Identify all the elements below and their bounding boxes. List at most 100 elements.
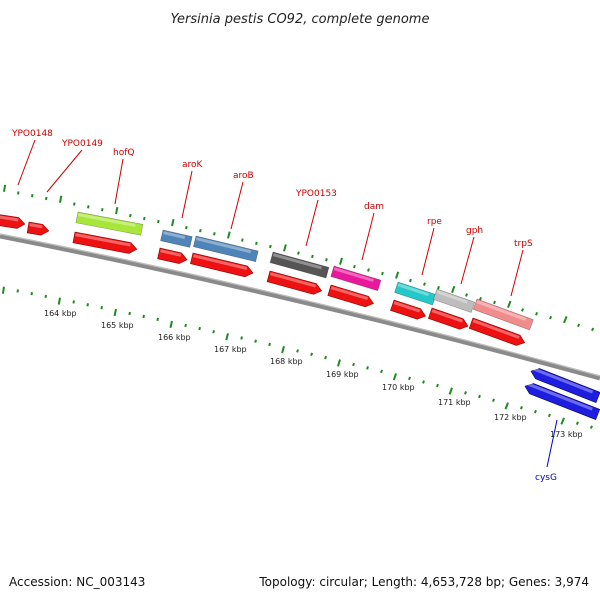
YPO0153-cds-feature: [266, 270, 323, 295]
inner-tick: [464, 391, 467, 395]
gene-label-hofQ[interactable]: hofQ: [113, 148, 134, 158]
outer-tick: [213, 232, 216, 236]
inner-tick: [519, 406, 523, 410]
kbp-label: 167 kbp: [214, 345, 247, 354]
outer-tick: [437, 285, 440, 290]
leader-line-cysG: [546, 419, 558, 468]
outer-tick: [87, 205, 90, 209]
outer-tick-track: [3, 184, 595, 332]
gene-label-gph[interactable]: gph: [466, 226, 483, 236]
cysG-feature: [530, 367, 600, 403]
gene-label-rpe[interactable]: rpe: [427, 217, 442, 227]
gph-feature: [433, 288, 476, 313]
aroB-feature: [193, 235, 259, 263]
map-title: Yersinia pestis CO92, complete genome: [171, 12, 430, 27]
outer-tick: [395, 271, 400, 279]
leader-line-YPO0148: [17, 139, 36, 186]
inner-tick: [337, 359, 341, 367]
inner-tick: [422, 380, 425, 384]
dam-cds-feature: [327, 284, 374, 308]
gene-label-dam[interactable]: dam: [364, 202, 384, 212]
gene-label-aroB[interactable]: aroB: [233, 171, 254, 181]
gene-label-trpS[interactable]: trpS: [514, 239, 533, 249]
outer-tick: [185, 225, 188, 230]
outer-tick: [171, 218, 175, 227]
outer-tick: [339, 257, 343, 265]
accession-label: Accession: NC_003143: [9, 575, 145, 589]
kbp-label: 169 kbp: [326, 370, 359, 379]
leader-line-aroB: [230, 181, 244, 230]
inner-tick: [310, 352, 313, 357]
inner-tick: [324, 355, 327, 360]
outer-tick: [283, 244, 287, 252]
outer-tick: [129, 213, 132, 218]
kbp-label: 172 kbp: [494, 413, 527, 422]
inner-tick: [504, 402, 509, 410]
inner-tick: [86, 303, 89, 307]
outer-tick: [381, 271, 384, 276]
outer-tick: [199, 228, 202, 233]
outer-tick: [465, 293, 468, 297]
leader-line-YPO0153: [305, 199, 319, 247]
outer-tick: [45, 196, 48, 201]
kbp-label: 168 kbp: [270, 357, 303, 366]
inner-tick: [1, 286, 5, 294]
gene-label-aroK[interactable]: aroK: [182, 160, 204, 170]
inner-tick: [142, 314, 145, 319]
inner-tick: [169, 320, 173, 329]
hofQ-cds-feature: [72, 231, 138, 254]
kbp-scale-labels: 164 kbp 165 kbp 166 kbp 167 kbp 168 kbp 169 k…: [44, 309, 583, 439]
outer-tick: [297, 251, 300, 255]
gene-label-YPO0153[interactable]: YPO0153: [295, 189, 337, 199]
YPO0148-cds-feature: [0, 213, 26, 229]
inner-tick: [366, 366, 369, 370]
inner-tick: [254, 339, 257, 343]
outer-tick: [101, 208, 104, 212]
outer-tick: [241, 238, 244, 242]
outer-tick: [521, 308, 525, 312]
inner-tick: [436, 383, 439, 388]
outer-tick: [591, 327, 595, 332]
inner-tick-track: [1, 286, 593, 429]
inner-tick: [30, 291, 33, 296]
outer-tick: [3, 184, 7, 192]
aroB-cds-feature: [190, 252, 254, 278]
gene-label-cysG[interactable]: cysG: [535, 473, 557, 483]
kbp-label: 171 kbp: [438, 398, 471, 407]
leader-line-rpe: [421, 227, 435, 276]
leader-line-aroK: [181, 170, 193, 219]
outer-tick: [493, 300, 496, 305]
leader-line-YPO0149: [46, 149, 83, 193]
label-leader-lines: [17, 139, 558, 468]
kbp-label: 164 kbp: [44, 309, 77, 318]
kbp-label: 173 kbp: [550, 430, 583, 439]
gene-label-YPO0149[interactable]: YPO0149: [61, 139, 103, 149]
outer-tick: [367, 268, 370, 272]
outer-tick: [507, 300, 512, 308]
inner-tick: [380, 369, 383, 374]
outer-tick: [31, 194, 34, 198]
outer-tick: [227, 231, 231, 239]
outer-tick: [549, 315, 553, 320]
inner-tick: [408, 376, 411, 381]
inner-tick: [198, 326, 201, 331]
gene-features: [0, 211, 600, 420]
aroK-feature: [160, 229, 193, 248]
inner-tick: [240, 336, 243, 340]
gene-label-YPO0148[interactable]: YPO0148: [11, 129, 53, 139]
inner-tick: [281, 345, 285, 354]
leader-line-dam: [361, 212, 375, 261]
outer-tick: [311, 254, 314, 259]
rpe-feature: [394, 281, 437, 306]
inner-tick: [72, 300, 75, 304]
YPO0153-feature: [269, 251, 330, 279]
inner-tick: [575, 421, 579, 425]
hofQ-feature: [75, 211, 144, 236]
inner-tick: [560, 417, 565, 425]
outer-tick: [115, 207, 119, 215]
inner-tick: [478, 394, 481, 399]
aroK-cds-feature: [157, 247, 188, 264]
inner-tick: [100, 305, 103, 310]
inner-tick: [128, 311, 131, 316]
